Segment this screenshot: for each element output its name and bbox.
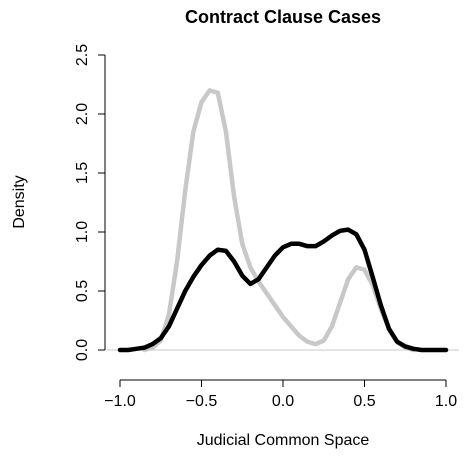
y-tick-label: 1.0 bbox=[74, 221, 91, 243]
x-axis-label: Judicial Common Space bbox=[197, 432, 370, 449]
chart-title: Contract Clause Cases bbox=[185, 7, 381, 27]
y-tick-label: 0.5 bbox=[74, 280, 91, 302]
y-tick-label: 2.5 bbox=[74, 44, 91, 66]
x-tick-label: −1.0 bbox=[104, 393, 136, 410]
x-tick-label: 0.5 bbox=[353, 393, 375, 410]
density-line bbox=[142, 88, 416, 353]
x-tick-label: 0.0 bbox=[272, 393, 294, 410]
y-tick-label: 2.0 bbox=[74, 103, 91, 125]
density-line bbox=[117, 227, 449, 353]
x-tick-label: −0.5 bbox=[186, 393, 218, 410]
x-tick-label: 1.0 bbox=[435, 393, 457, 410]
y-tick-label: 0.0 bbox=[74, 339, 91, 361]
y-axis-label: Density bbox=[11, 175, 28, 228]
y-tick-label: 1.5 bbox=[74, 162, 91, 184]
